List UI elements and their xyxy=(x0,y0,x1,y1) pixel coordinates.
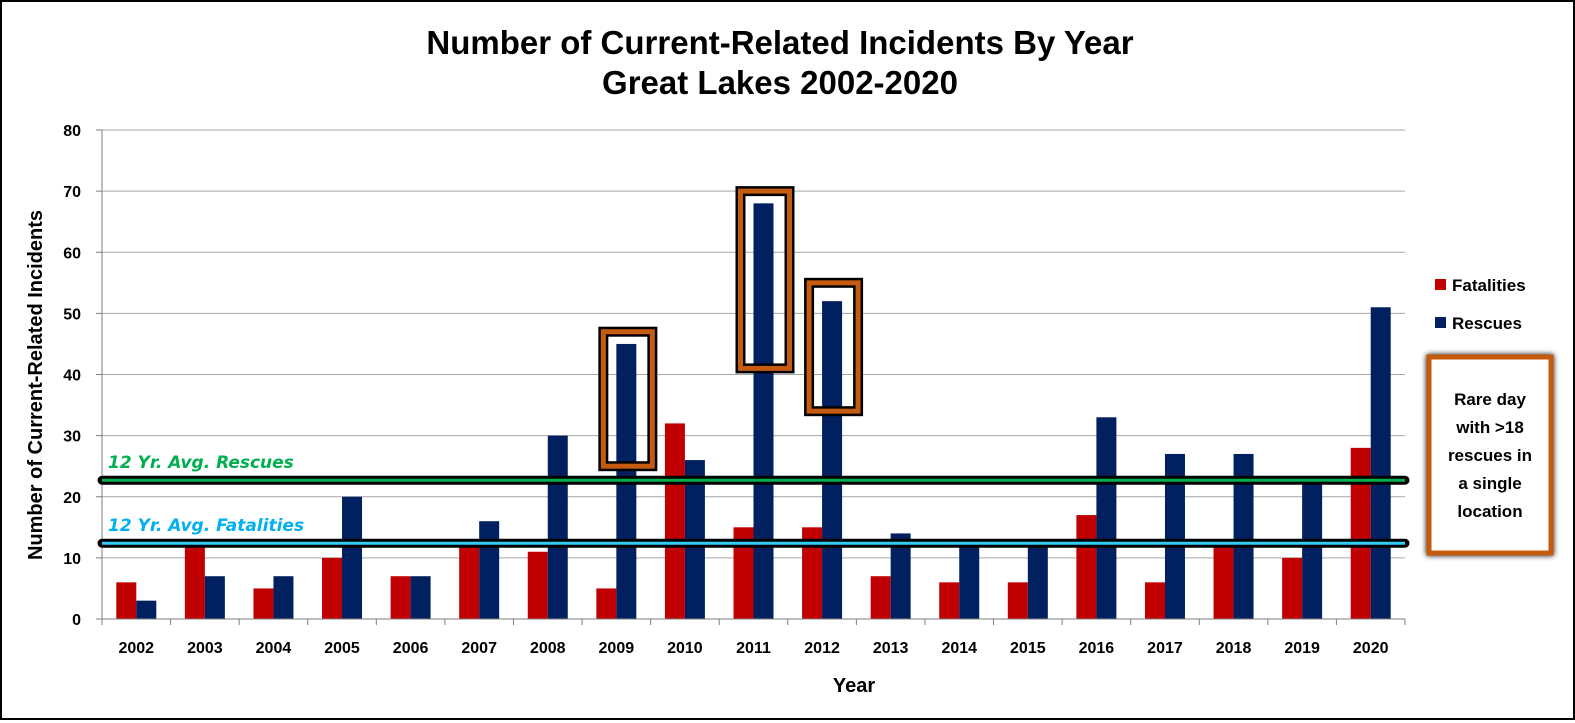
bar-rescues-2008 xyxy=(547,435,568,619)
chart-title: Number of Current-Related Incidents By Y… xyxy=(426,24,1133,61)
x-tick-2012: 2012 xyxy=(804,640,840,657)
y-tick-40: 40 xyxy=(63,368,81,385)
y-tick-0: 0 xyxy=(72,612,81,629)
bar-rescues-2005 xyxy=(342,496,363,619)
bar-fatalities-2006 xyxy=(390,576,411,619)
x-axis-title: Year xyxy=(833,675,875,697)
highlight-boxes xyxy=(598,186,864,472)
bar-rescues-2013 xyxy=(890,533,911,619)
bar-fatalities-2014 xyxy=(939,582,960,619)
bar-fatalities-2002 xyxy=(116,582,137,619)
y-tick-30: 30 xyxy=(63,429,81,446)
y-tick-20: 20 xyxy=(63,490,81,507)
x-tick-2005: 2005 xyxy=(324,640,360,657)
bar-rescues-2018 xyxy=(1233,453,1254,619)
bar-rescues-2014 xyxy=(959,545,980,619)
x-tick-2020: 2020 xyxy=(1353,640,1389,657)
callout-line-1: Rare day xyxy=(1454,390,1526,409)
y-tick-70: 70 xyxy=(63,184,81,201)
y-tick-labels: 0 10 20 30 40 50 60 70 80 xyxy=(63,123,81,629)
bar-rescues-2012 xyxy=(822,301,843,619)
y-axis-title: Number of Current-Related Incidents xyxy=(25,210,47,560)
ref-line-label-0: 12 Yr. Avg. Rescues xyxy=(108,453,294,473)
bar-fatalities-2016 xyxy=(1076,515,1097,619)
callout-line-2: with >18 xyxy=(1455,418,1524,437)
x-tick-2014: 2014 xyxy=(941,640,977,657)
bar-fatalities-2020 xyxy=(1350,447,1371,619)
bar-rescues-2019 xyxy=(1302,484,1323,619)
legend: Fatalities Rescues xyxy=(1435,276,1526,333)
bar-fatalities-2004 xyxy=(253,588,274,619)
highlight-box-2012 xyxy=(806,280,861,414)
x-tick-2007: 2007 xyxy=(461,640,497,657)
bar-fatalities-2008 xyxy=(527,551,548,619)
x-tick-2013: 2013 xyxy=(873,640,909,657)
bar-fatalities-2017 xyxy=(1144,582,1165,619)
x-tick-2019: 2019 xyxy=(1284,640,1320,657)
bar-rescues-2020 xyxy=(1370,307,1391,619)
x-tick-2011: 2011 xyxy=(736,640,771,657)
bar-fatalities-2010 xyxy=(664,423,685,619)
bar-rescues-2016 xyxy=(1096,417,1117,619)
highlight-box-2009 xyxy=(600,329,655,469)
y-tick-50: 50 xyxy=(63,306,81,323)
legend-label-rescues: Rescues xyxy=(1452,314,1522,333)
callout-border xyxy=(1426,354,1554,556)
bar-fatalities-2013 xyxy=(870,576,891,619)
legend-label-fatalities: Fatalities xyxy=(1452,276,1526,295)
bar-rescues-2003 xyxy=(204,576,225,619)
x-tick-2009: 2009 xyxy=(599,640,635,657)
x-tick-2004: 2004 xyxy=(256,640,292,657)
x-tick-labels: 2002 2003 2004 2005 2006 2007 2008 2009 2010 2011… xyxy=(118,640,1388,657)
bar-rescues-2006 xyxy=(410,576,431,619)
x-tick-2017: 2017 xyxy=(1147,640,1183,657)
bar-fatalities-2009 xyxy=(596,588,617,619)
bar-fatalities-2007 xyxy=(459,545,480,619)
bar-fatalities-2018 xyxy=(1213,545,1234,619)
bar-rescues-2011 xyxy=(753,203,774,619)
bar-fatalities-2005 xyxy=(322,557,343,619)
callout-line-3: rescues in xyxy=(1448,446,1532,465)
x-tick-2002: 2002 xyxy=(118,640,154,657)
bar-rescues-2004 xyxy=(273,576,294,619)
legend-swatch-rescues xyxy=(1435,317,1446,328)
bar-fatalities-2019 xyxy=(1282,557,1303,619)
x-tick-2015: 2015 xyxy=(1010,640,1046,657)
highlight-box-2011 xyxy=(738,188,792,371)
bar-rescues-2015 xyxy=(1027,545,1048,619)
chart-subtitle: Great Lakes 2002-2020 xyxy=(602,64,958,101)
x-tick-2018: 2018 xyxy=(1216,640,1252,657)
bar-fatalities-2011 xyxy=(733,527,754,619)
x-tick-2006: 2006 xyxy=(393,640,429,657)
y-tick-60: 60 xyxy=(63,245,81,262)
bar-fatalities-2015 xyxy=(1007,582,1028,619)
callout-line-4: a single xyxy=(1458,474,1521,493)
callout-box: Rare day with >18 rescues in a single lo… xyxy=(1426,354,1554,556)
ref-line-label-1: 12 Yr. Avg. Fatalities xyxy=(108,516,304,536)
bar-fatalities-2003 xyxy=(184,545,205,619)
bar-fatalities-2012 xyxy=(802,527,823,619)
bars xyxy=(116,203,1391,619)
x-tick-2016: 2016 xyxy=(1079,640,1115,657)
x-tick-2010: 2010 xyxy=(667,640,703,657)
x-tick-2003: 2003 xyxy=(187,640,223,657)
bar-rescues-2007 xyxy=(479,521,500,619)
bar-rescues-2017 xyxy=(1164,453,1185,619)
x-tick-2008: 2008 xyxy=(530,640,566,657)
y-tick-80: 80 xyxy=(63,123,81,140)
reference-lines: 12 Yr. Avg. Rescues 12 Yr. Avg. Fatalitie… xyxy=(97,453,1410,548)
bar-rescues-2002 xyxy=(136,600,157,619)
legend-swatch-fatalities xyxy=(1435,279,1446,290)
y-tick-10: 10 xyxy=(63,551,81,568)
callout-line-5: location xyxy=(1457,502,1522,521)
axes xyxy=(96,129,1406,625)
